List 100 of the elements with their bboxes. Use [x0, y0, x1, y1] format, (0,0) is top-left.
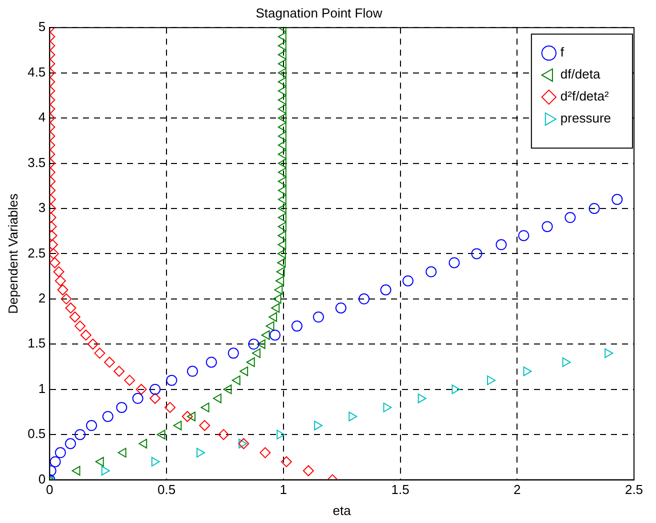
- y-tick-label: 3.5: [28, 154, 46, 170]
- point: [200, 402, 210, 412]
- legend-label: df/deta: [560, 66, 601, 82]
- point: [276, 266, 285, 277]
- point: [186, 366, 198, 377]
- point: [278, 194, 286, 204]
- x-tick-label: 1: [280, 482, 288, 498]
- x-tick-label: 0.5: [158, 482, 176, 498]
- point: [278, 104, 286, 114]
- point: [496, 239, 507, 250]
- point: [278, 86, 286, 96]
- point: [269, 330, 280, 341]
- point: [278, 40, 286, 51]
- point: [448, 257, 460, 268]
- point: [278, 50, 286, 60]
- x-tick-label: 2.5: [624, 482, 644, 498]
- y-tick-label: 4: [38, 110, 46, 125]
- point: [291, 320, 302, 332]
- chart-title: Stagnation Point Flow: [256, 5, 383, 20]
- point: [86, 420, 98, 432]
- x-axis-title: eta: [332, 502, 352, 518]
- point: [166, 374, 178, 386]
- point: [116, 402, 128, 413]
- point: [278, 222, 286, 232]
- point: [471, 248, 482, 260]
- point: [278, 58, 286, 69]
- point: [358, 293, 370, 304]
- point: [150, 384, 161, 395]
- point: [278, 68, 286, 78]
- point: [212, 394, 222, 404]
- y-tick-label: 0: [38, 471, 46, 486]
- point: [206, 356, 217, 368]
- point: [186, 412, 196, 422]
- point: [278, 122, 286, 132]
- x-tick-label: 2: [514, 482, 521, 498]
- point: [278, 131, 286, 141]
- point: [276, 276, 284, 286]
- y-tick-label: 4.5: [28, 64, 46, 80]
- point: [542, 221, 553, 232]
- point: [564, 212, 576, 224]
- point: [64, 438, 76, 450]
- point: [518, 230, 530, 242]
- point: [261, 330, 270, 340]
- point: [248, 338, 260, 350]
- point: [274, 285, 283, 295]
- y-tick-label: 0.5: [28, 426, 46, 442]
- point: [278, 158, 286, 168]
- point: [278, 186, 286, 196]
- point: [232, 375, 240, 386]
- point: [278, 113, 286, 123]
- legend-label: pressure: [560, 110, 611, 126]
- point: [426, 266, 437, 278]
- y-tick-label: 1.5: [28, 336, 46, 351]
- point: [588, 202, 600, 214]
- point: [277, 258, 286, 268]
- point: [246, 357, 255, 368]
- point: [50, 456, 61, 468]
- x-tick-label: 1.5: [391, 482, 410, 498]
- point: [256, 339, 266, 349]
- point: [278, 95, 286, 105]
- point: [50, 257, 60, 268]
- point: [156, 430, 166, 440]
- point: [278, 140, 286, 150]
- point: [278, 230, 286, 240]
- legend-label: d²f/deta²: [560, 88, 610, 104]
- point: [173, 420, 182, 430]
- legend-label: f: [560, 44, 564, 60]
- point: [278, 212, 286, 222]
- point: [54, 447, 66, 458]
- y-tick-label: 2: [38, 290, 46, 306]
- point: [74, 429, 86, 440]
- y-tick-label: 3: [38, 200, 46, 216]
- y-tick-label: 1: [38, 380, 46, 396]
- point: [278, 32, 286, 42]
- point: [138, 438, 148, 448]
- point: [268, 312, 278, 322]
- point: [95, 456, 104, 467]
- point: [278, 167, 286, 178]
- point: [132, 392, 144, 404]
- point: [380, 284, 392, 296]
- point: [278, 149, 286, 160]
- point: [228, 348, 239, 359]
- y-tick-label: 5: [38, 19, 46, 34]
- point: [278, 176, 286, 186]
- point: [277, 248, 286, 259]
- point: [102, 410, 114, 422]
- y-axis-title: Dependent Variables: [5, 192, 20, 314]
- point: [252, 348, 260, 358]
- point: [612, 194, 623, 205]
- point: [266, 321, 274, 331]
- point: [223, 384, 232, 394]
- point: [118, 448, 126, 458]
- point: [312, 312, 324, 323]
- point: [335, 302, 346, 314]
- point: [50, 248, 59, 260]
- y-tick-label: 2.5: [28, 245, 46, 260]
- point: [402, 275, 414, 286]
- point: [272, 294, 282, 304]
- point: [278, 77, 286, 87]
- point: [271, 303, 280, 313]
